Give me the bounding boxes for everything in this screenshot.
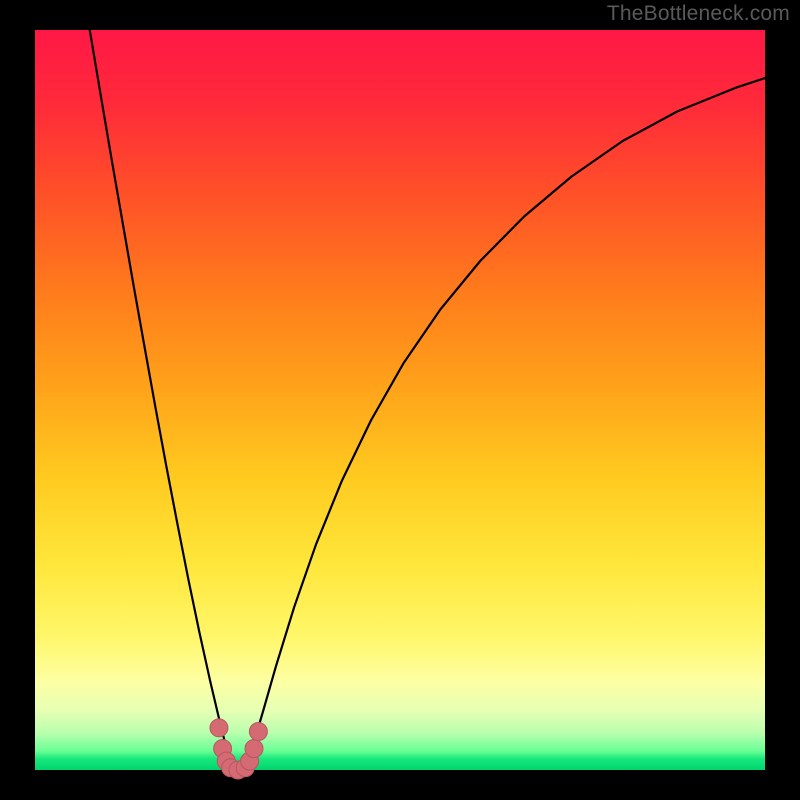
bottleneck-curve-chart [0,0,800,800]
curve-marker [249,723,267,741]
plot-gradient-background [35,30,765,770]
curve-marker [210,719,228,737]
watermark-text: TheBottleneck.com [607,2,790,26]
chart-container: TheBottleneck.com [0,0,800,800]
curve-marker [245,740,263,758]
